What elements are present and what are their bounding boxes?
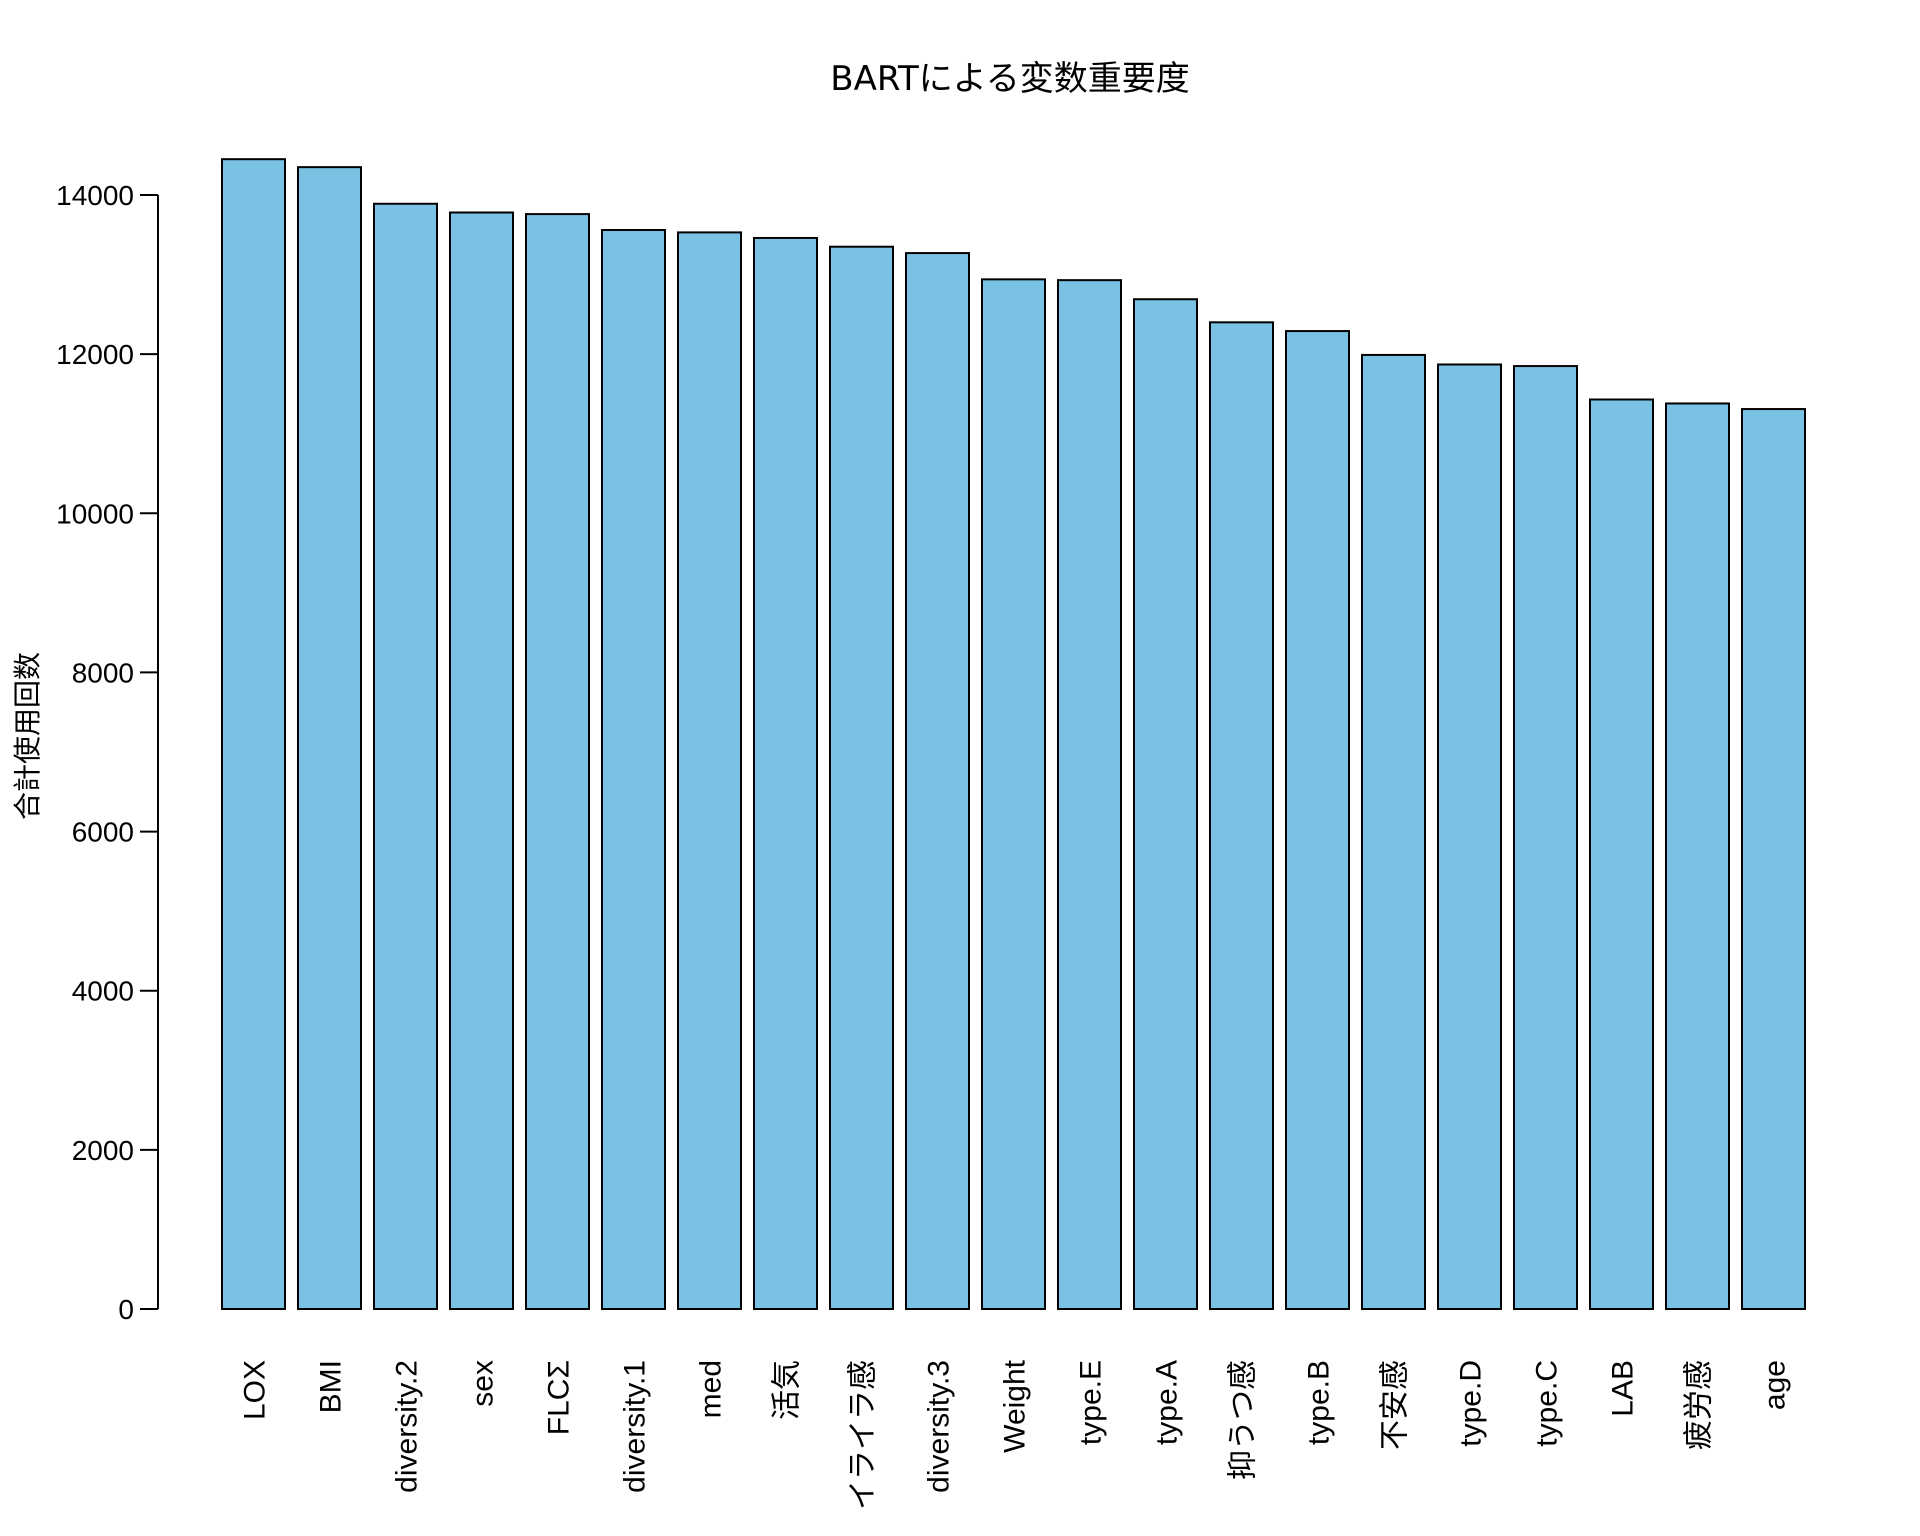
- y-tick-label: 6000: [72, 817, 134, 848]
- x-category-label: 活気: [771, 1360, 804, 1420]
- x-category-label: type.A: [1151, 1360, 1184, 1445]
- bar: [1285, 330, 1350, 1310]
- x-category-label: 不安感: [1379, 1360, 1412, 1450]
- x-category-label: diversity.3: [923, 1360, 956, 1493]
- y-tick-label: 0: [118, 1294, 134, 1325]
- x-category-label: BMI: [315, 1360, 348, 1413]
- x-category-label: type.C: [1531, 1360, 1564, 1447]
- y-tick-label: 4000: [72, 976, 134, 1007]
- x-category-label: age: [1759, 1360, 1792, 1410]
- bar: [1057, 279, 1122, 1310]
- bar: [525, 213, 590, 1310]
- x-axis-labels: LOX BMI diversity.2 sex FLCΣ diversity.1 med 活気…: [239, 1359, 1792, 1510]
- bar: [297, 166, 362, 1310]
- bar: [1513, 365, 1578, 1311]
- bar: [1741, 408, 1806, 1311]
- bar: [753, 236, 818, 1310]
- x-category-label: diversity.2: [391, 1360, 424, 1493]
- bar: [1665, 402, 1730, 1310]
- y-axis-label: 合計使用回数: [11, 652, 44, 820]
- x-category-label: diversity.1: [619, 1360, 652, 1493]
- bar: [677, 231, 742, 1311]
- bar: [1133, 298, 1198, 1310]
- bar: [449, 211, 514, 1310]
- x-category-label: type.D: [1455, 1360, 1488, 1447]
- y-tick-label: 10000: [56, 498, 134, 529]
- x-category-label: FLCΣ: [543, 1360, 576, 1435]
- bar: [601, 229, 666, 1310]
- x-category-label: sex: [467, 1360, 500, 1407]
- bar: [829, 245, 894, 1310]
- y-tick-label: 12000: [56, 339, 134, 370]
- x-category-label: 疲労感: [1683, 1360, 1716, 1450]
- bar: [373, 202, 438, 1311]
- bar: [981, 278, 1046, 1310]
- bar: [1209, 321, 1274, 1311]
- x-category-label: type.E: [1075, 1360, 1108, 1445]
- x-category-label: med: [695, 1360, 728, 1418]
- x-category-label: Weight: [999, 1359, 1032, 1452]
- x-category-label: LOX: [239, 1360, 272, 1420]
- y-axis-ticks: 0 2000 4000 6000 8000 10000 12000 14000: [56, 180, 158, 1325]
- x-category-label: イライラ感: [847, 1360, 880, 1510]
- chart-title: BARTによる変数重要度: [830, 59, 1189, 99]
- bar: [1361, 353, 1426, 1310]
- bar: [1437, 363, 1502, 1311]
- bar: [905, 252, 970, 1310]
- y-tick-label: 8000: [72, 657, 134, 688]
- bar: [221, 158, 286, 1310]
- y-tick-label: 2000: [72, 1135, 134, 1166]
- x-category-label: 抑うつ感: [1227, 1360, 1260, 1480]
- x-category-label: LAB: [1607, 1360, 1640, 1417]
- x-category-label: type.B: [1303, 1360, 1336, 1445]
- bars: [221, 158, 1806, 1311]
- y-tick-label: 14000: [56, 180, 134, 211]
- bar: [1589, 398, 1654, 1310]
